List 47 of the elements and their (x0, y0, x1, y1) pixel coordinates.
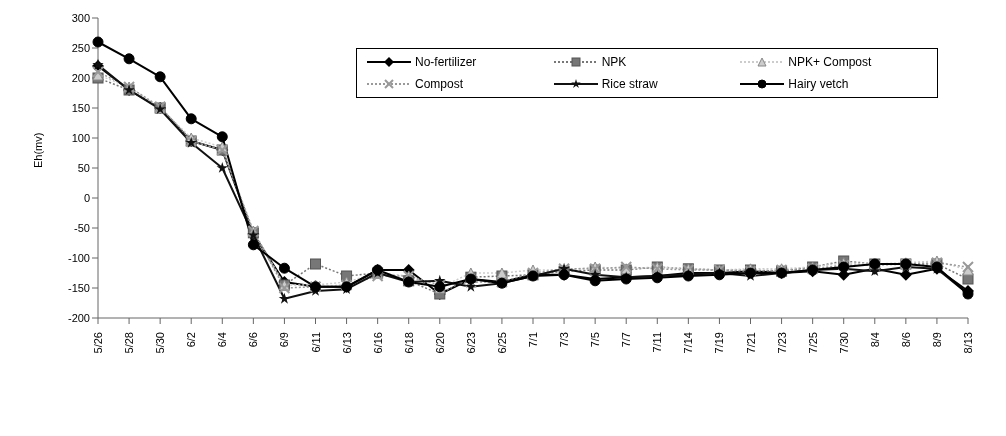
legend-label: NPK (601, 55, 627, 69)
x-tick-label: 8/6 (899, 332, 912, 348)
x-tick-label: 8/13 (962, 332, 974, 354)
y-tick-label: 250 (71, 41, 90, 54)
x-tick-label: 7/5 (589, 332, 602, 348)
x-tick-label: 7/14 (682, 332, 695, 354)
y-tick-label: 150 (71, 101, 90, 114)
legend-label: Rice straw (601, 77, 658, 91)
x-tick-label: 7/19 (713, 332, 726, 354)
y-tick-label: 100 (71, 131, 90, 144)
x-tick-label: 5/28 (123, 332, 136, 354)
y-tick-label: 50 (77, 161, 90, 174)
x-tick-label: 7/3 (558, 332, 571, 348)
x-tick-label: 6/11 (309, 332, 322, 353)
x-tick-label: 6/4 (216, 332, 229, 348)
legend-label: NPK+ Compost (788, 55, 872, 69)
y-tick-label: -50 (74, 221, 90, 234)
x-tick-label: 6/18 (402, 332, 415, 354)
y-tick-label: 0 (83, 191, 90, 204)
legend-label: No-fertilizer (415, 55, 477, 69)
x-tick-label: 7/23 (775, 332, 788, 354)
y-tick-label: -100 (67, 251, 90, 264)
x-tick-label: 6/6 (247, 332, 260, 348)
y-tick-label: -200 (67, 311, 90, 324)
x-tick-label: 7/1 (527, 332, 539, 348)
y-tick-label: -150 (67, 281, 90, 294)
x-tick-label: 7/21 (744, 332, 757, 354)
x-tick-label: 6/13 (340, 332, 353, 354)
y-axis-title: Eh(mv) (31, 132, 44, 168)
x-tick-label: 7/7 (620, 332, 633, 348)
x-tick-label: 6/9 (278, 332, 291, 348)
x-tick-label: 7/25 (806, 332, 819, 354)
x-tick-label: 5/26 (92, 332, 104, 354)
x-tick-label: 6/20 (433, 332, 446, 354)
y-tick-label: 200 (71, 71, 90, 84)
x-tick-label: 8/4 (868, 332, 881, 348)
x-tick-label: 5/30 (154, 332, 167, 354)
x-tick-label: 8/9 (930, 332, 943, 348)
y-tick-label: 300 (71, 11, 90, 24)
x-tick-label: 7/11 (651, 332, 664, 353)
x-tick-label: 6/16 (371, 332, 384, 354)
x-tick-label: 6/23 (464, 332, 477, 354)
x-tick-label: 6/25 (495, 332, 508, 354)
legend-label: Compost (415, 77, 464, 91)
x-tick-label: 7/30 (837, 332, 850, 354)
x-tick-label: 6/2 (185, 332, 198, 348)
legend-label: Hairy vetch (788, 77, 849, 91)
